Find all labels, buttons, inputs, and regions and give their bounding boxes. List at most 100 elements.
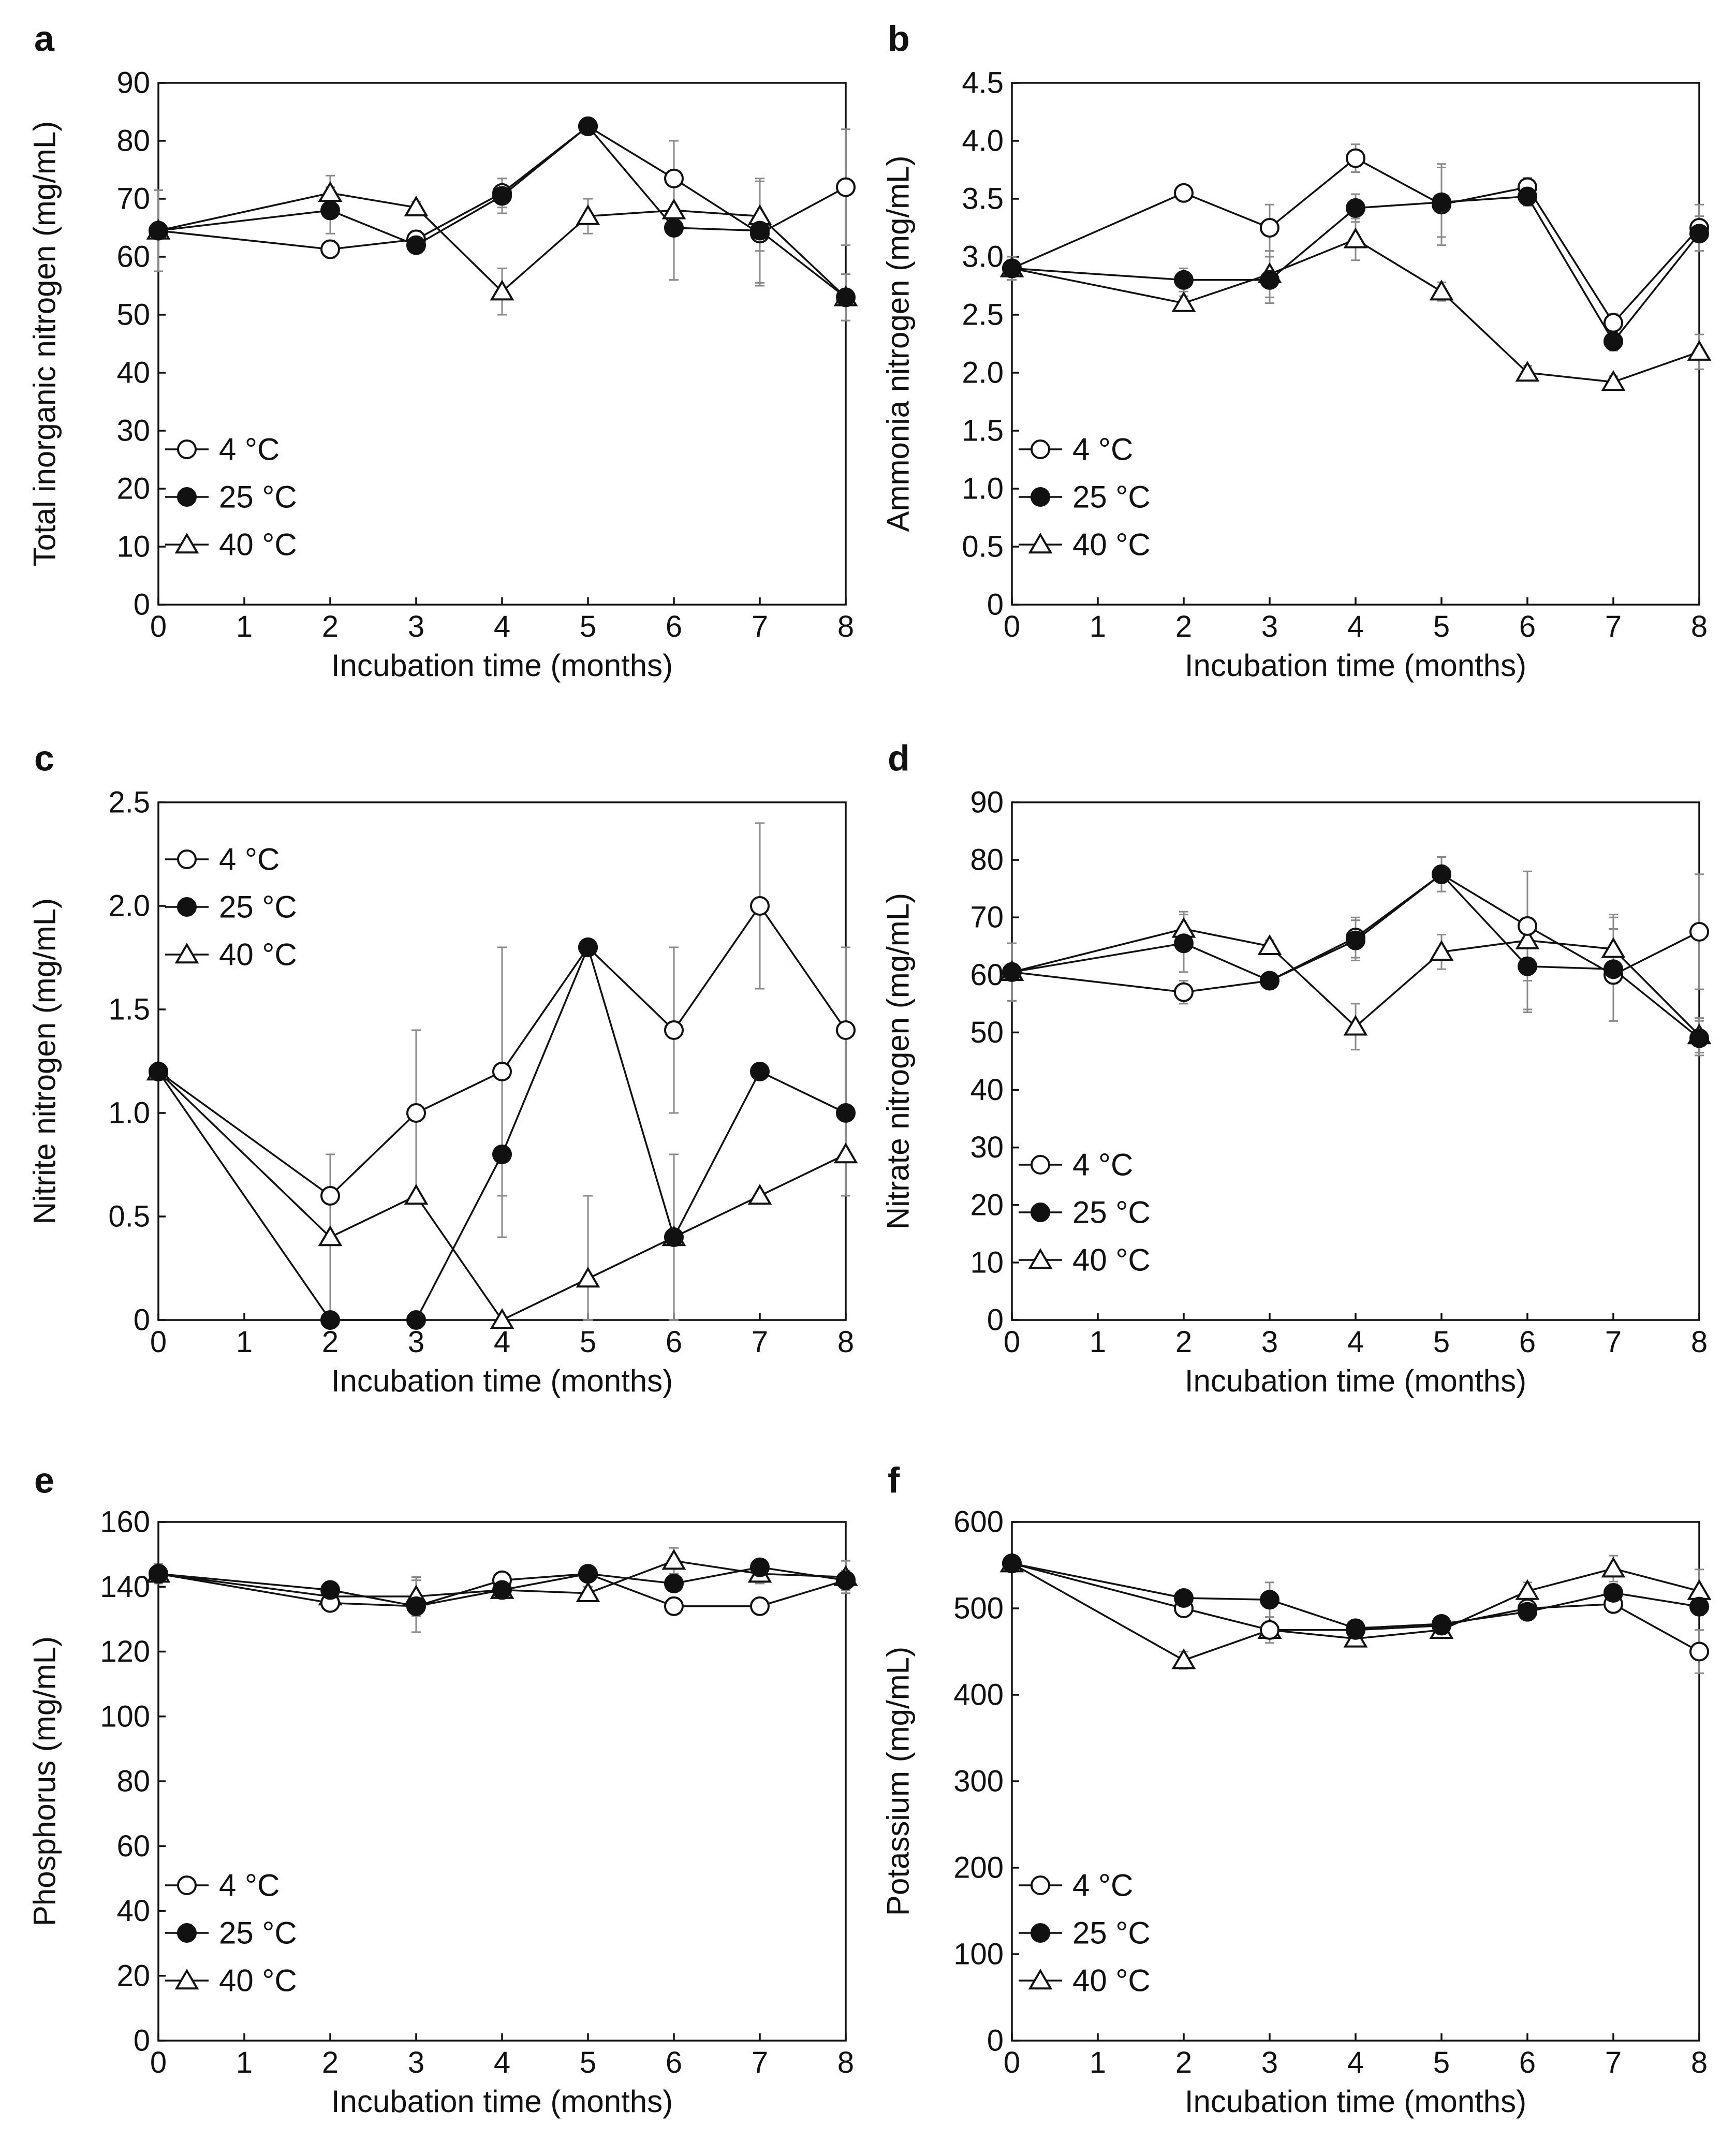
data-point [1689, 922, 1709, 942]
data-point [1174, 183, 1194, 203]
data-point [1518, 1602, 1537, 1622]
data-point [1689, 1028, 1709, 1048]
x-tick-label: 8 [837, 1325, 854, 1359]
data-point [1171, 291, 1196, 312]
data-point [404, 1184, 429, 1205]
data-point [836, 1103, 856, 1123]
data-point [320, 239, 340, 259]
y-tick-label: 60 [116, 240, 150, 274]
data-point [1260, 218, 1279, 238]
x-tick-label: 7 [752, 610, 768, 643]
x-tick-label: 3 [1261, 610, 1278, 643]
x-axis-title: Incubation time (months) [1185, 1364, 1526, 1398]
legend-marker-4-c [177, 849, 197, 869]
x-tick-label: 7 [1605, 2046, 1622, 2079]
y-tick-label: 20 [116, 1959, 150, 1992]
y-tick-label: 600 [953, 1505, 1004, 1539]
panel-letter: f [888, 1460, 900, 1500]
x-tick-label: 7 [752, 1325, 768, 1359]
data-point [664, 1020, 684, 1040]
y-tick-label: 3.5 [962, 182, 1004, 216]
series-line-40-c [1011, 1562, 1700, 1662]
y-tick-label: 80 [116, 1765, 150, 1798]
x-axis-title: Incubation time (months) [1185, 648, 1526, 683]
series-line-4-c [157, 904, 847, 1197]
data-point [1518, 956, 1537, 976]
legend-marker-25-c [177, 1923, 197, 1943]
data-point [576, 1581, 600, 1602]
data-point [318, 1225, 343, 1247]
y-tick-label: 30 [116, 414, 150, 448]
data-point [1689, 1596, 1709, 1617]
data-point [1346, 148, 1365, 168]
legend-marker-4-c [177, 439, 197, 459]
error-bars-4-c [326, 822, 850, 1238]
x-tick-label: 8 [1691, 610, 1708, 643]
data-point [750, 896, 770, 916]
legend-label: 4 °C [219, 1868, 279, 1903]
x-tick-label: 6 [666, 1325, 682, 1359]
y-tick-label: 20 [970, 1188, 1004, 1222]
data-point [1689, 1641, 1709, 1662]
x-tick-label: 6 [1519, 610, 1536, 643]
x-tick-label: 3 [408, 2046, 424, 2079]
x-tick-label: 6 [666, 610, 682, 643]
data-point [578, 1564, 598, 1584]
x-tick-label: 0 [1004, 1325, 1020, 1359]
data-point [578, 116, 598, 136]
data-point [836, 177, 856, 197]
x-tick-label: 3 [1261, 1325, 1278, 1359]
data-point [1603, 959, 1623, 979]
legend-label: 4 °C [219, 842, 279, 877]
data-point [406, 1310, 426, 1330]
y-tick-label: 300 [953, 1765, 1004, 1798]
legend-label: 25 °C [1072, 1195, 1151, 1230]
data-point [750, 1557, 770, 1577]
legend-label: 25 °C [1072, 1916, 1151, 1951]
x-tick-label: 2 [322, 2046, 339, 2079]
panel-letter: d [888, 738, 910, 778]
x-tick-label: 2 [1175, 610, 1192, 643]
data-point [1260, 1620, 1279, 1640]
y-tick-label: 2.0 [962, 356, 1004, 390]
y-axis-title: Nitrate nitrogen (mg/mL) [881, 893, 916, 1229]
data-point [318, 181, 343, 202]
data-point [664, 1596, 684, 1616]
legend: 4 °C 25 °C 40 °C [165, 842, 297, 972]
data-point [1515, 928, 1540, 949]
legend-marker-40-c [1028, 1969, 1053, 1990]
y-tick-label: 80 [970, 843, 1004, 877]
data-point [1257, 934, 1282, 955]
error-bars-4-c [1007, 1558, 1704, 1674]
x-tick-label: 1 [236, 2046, 253, 2079]
data-point [1002, 1553, 1022, 1574]
data-point [320, 1310, 340, 1330]
y-tick-label: 0.5 [962, 530, 1004, 564]
data-point [1515, 361, 1540, 382]
y-tick-label: 200 [953, 1851, 1004, 1885]
panel-letter: a [34, 18, 55, 58]
y-tick-label: 0 [987, 588, 1004, 622]
series-line-25-c [1011, 873, 1700, 1039]
legend-label: 40 °C [1072, 1243, 1151, 1278]
x-tick-label: 3 [408, 610, 424, 643]
data-point [149, 1062, 168, 1081]
data-point [404, 195, 429, 216]
legend: 4 °C 25 °C 40 °C [165, 432, 297, 562]
data-point [1174, 270, 1194, 290]
data-point [1429, 280, 1454, 301]
legend-label: 40 °C [219, 1963, 297, 1998]
series-line-25-c [157, 944, 846, 1321]
data-point [492, 186, 512, 206]
series-line-4-c [158, 125, 846, 251]
data-point [1174, 982, 1194, 1002]
series-line-25-c [158, 1566, 846, 1607]
data-point [1002, 258, 1022, 279]
data-point [1260, 1590, 1279, 1610]
x-tick-label: 8 [1691, 1325, 1708, 1359]
x-tick-label: 4 [494, 1325, 510, 1359]
data-point [750, 1596, 770, 1616]
legend-label: 25 °C [219, 480, 297, 515]
x-tick-label: 1 [236, 1325, 253, 1359]
x-tick-label: 2 [322, 1325, 339, 1359]
